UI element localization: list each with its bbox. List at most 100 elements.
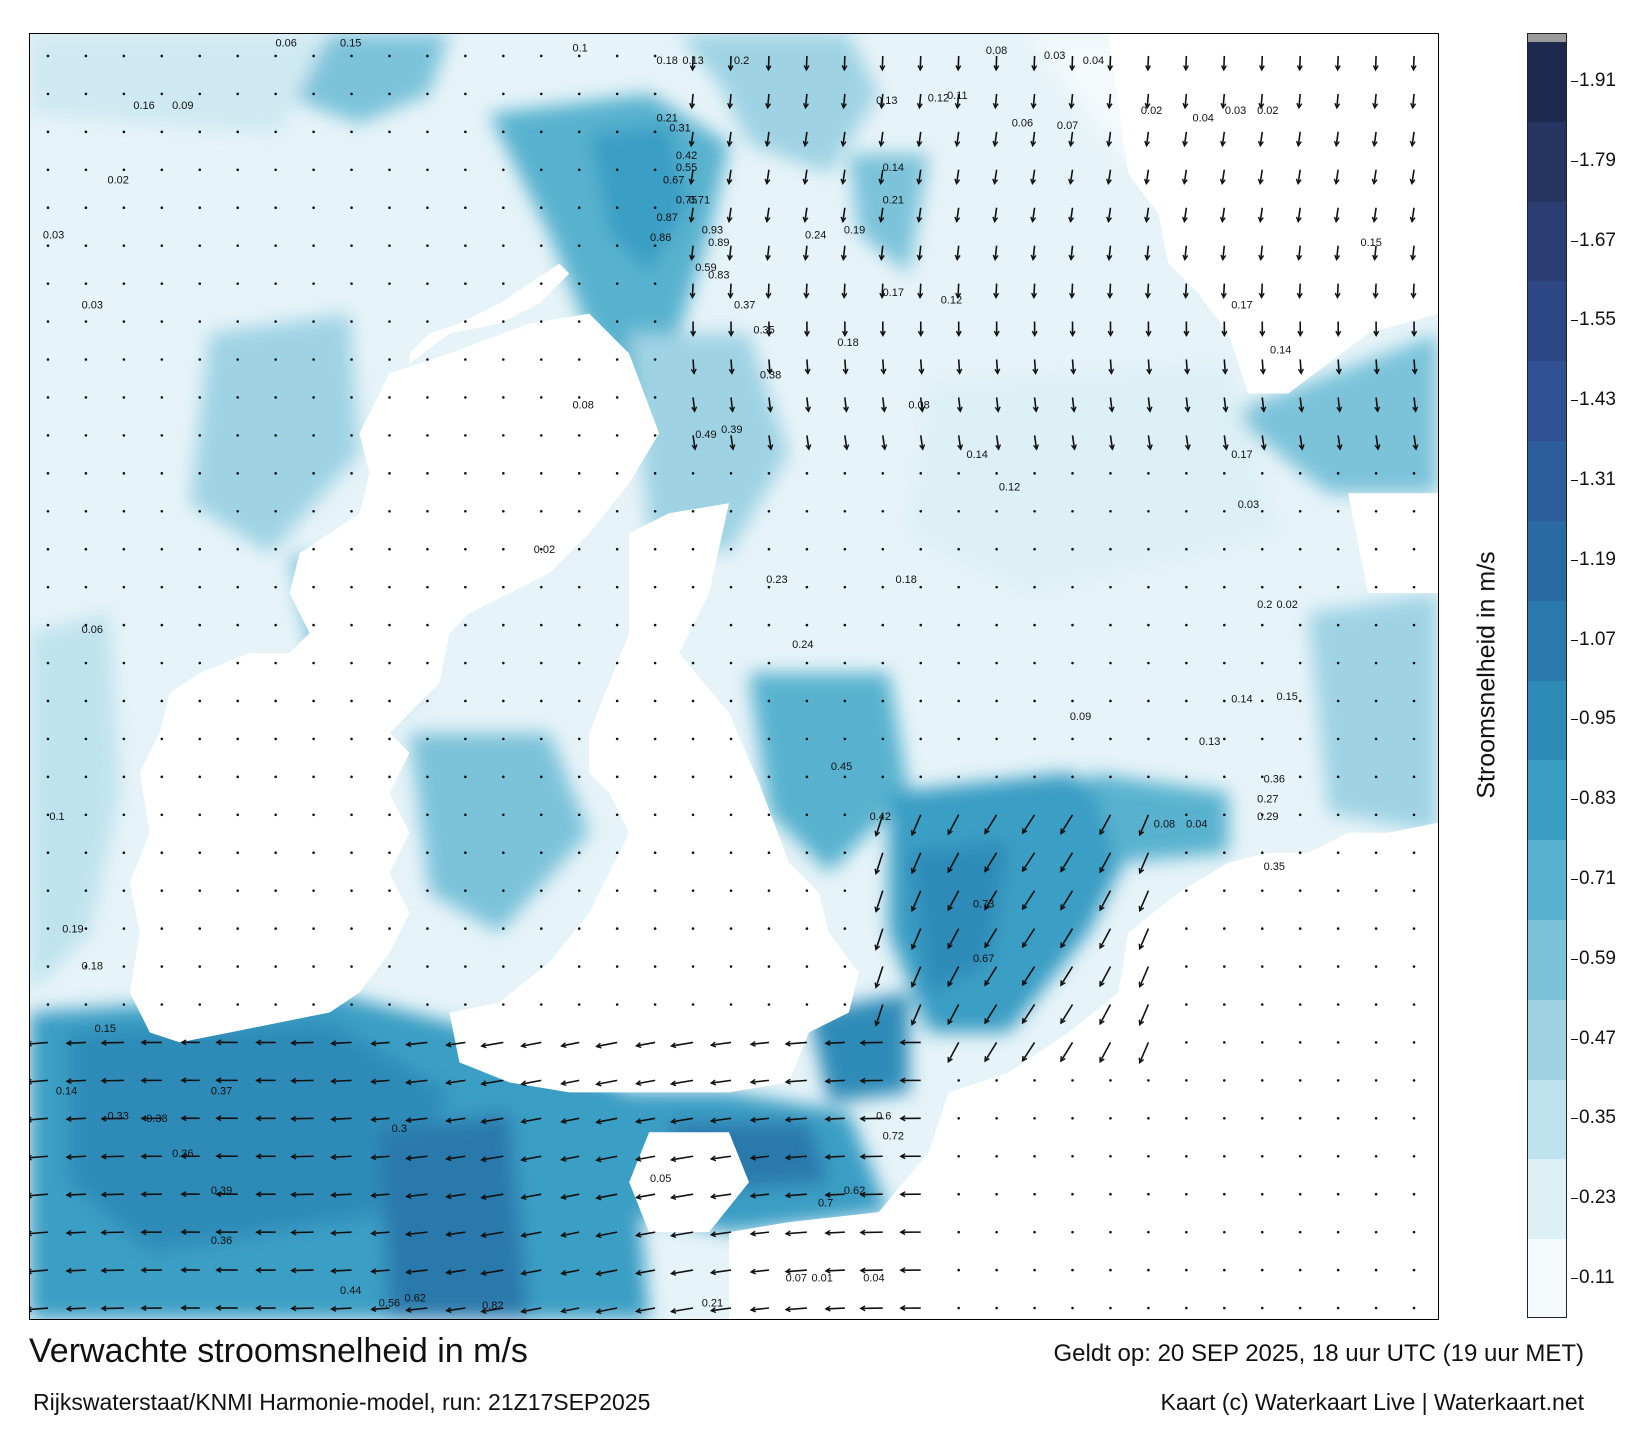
vector-arrowhead [1138,829,1145,837]
vector-arrow [806,435,810,450]
valid-time: Geldt op: 20 SEP 2025, 18 uur UTC (19 uu… [1053,1340,1584,1367]
vector-arrow [446,1307,466,1312]
vector-dot [1033,661,1036,665]
vector-arrowhead [669,1042,677,1049]
vector-dot [1374,472,1378,475]
vector-dot [957,1192,960,1196]
vector-arrowhead [1410,292,1417,300]
speed-value-label: 0.93 [702,225,723,237]
vector-arrowhead [65,1078,72,1085]
vector-arrowhead [1298,406,1305,413]
vector-dot [198,547,202,551]
vector-dot [84,585,88,589]
vector-arrow [875,852,884,874]
vector-dot [1412,851,1416,855]
vector-arrow [1260,93,1264,108]
vector-dot [464,585,467,589]
vector-arrowhead [1182,292,1189,300]
vector-arrowhead [727,102,734,110]
speed-value-label: 0.36 [1264,774,1285,786]
vector-arrow [371,1079,390,1083]
vector-arrowhead [784,1154,791,1161]
vector-dot [1223,1306,1226,1310]
vector-dot [236,396,240,399]
speed-value-label: 0.17 [883,287,904,299]
vector-arrow [406,1155,428,1160]
vector-dot [1147,1230,1150,1234]
vector-dot [160,813,164,817]
speed-value-label: 0.12 [941,294,962,306]
speed-value-label: 0.18 [837,337,858,349]
vector-dot [653,509,657,513]
vector-dot [1033,585,1036,589]
vector-dot [274,737,277,741]
vector-arrowhead [1099,1018,1105,1026]
vector-dot [122,547,126,551]
vector-dot [464,737,467,741]
vector-arrow [481,1193,504,1199]
vector-arrowhead [290,1191,297,1198]
vector-dot [312,244,315,247]
vector-dot [1071,699,1074,703]
vector-arrowhead [1409,140,1416,148]
vector-arrowhead [140,1153,147,1160]
map-panel[interactable]: 0.06 0.15 0.1 0.18 0.13 0.2 0.08 0.03 0.04 0.16 0.… [29,33,1439,1320]
vector-arrow [750,1231,770,1235]
vector-dot [729,661,733,665]
vector-arrow [728,245,732,260]
vector-dot [767,547,771,551]
vector-dot [236,358,240,361]
vector-dot [729,509,733,513]
credit-link[interactable]: Kaart (c) Waterkaart Live | Waterkaart.n… [1160,1389,1584,1415]
vector-arrow [956,245,960,260]
vector-arrowhead [1030,178,1037,186]
vector-arrow [842,131,846,146]
vector-dot [160,927,164,930]
vector-dot [615,775,619,779]
vector-dot [843,509,847,513]
vector-dot [539,358,543,361]
vector-dot [426,889,429,892]
vector-dot [729,775,733,779]
vector-dot [729,1003,733,1006]
vector-arrow [636,1269,656,1275]
vector-dot [919,547,923,551]
vector-dot [274,206,277,210]
vector-arrowhead [899,1229,906,1236]
vector-dot [1298,1079,1302,1082]
vector-arrowhead [330,1305,337,1312]
speed-value-label: 0.82 [482,1300,503,1312]
vector-arrow [1185,359,1189,374]
vector-arrowhead [100,1077,107,1084]
vector-dot [84,396,88,399]
vector-arrowhead [689,254,696,261]
vector-dot [1033,1154,1036,1158]
vector-arrowhead [859,1191,866,1198]
vector-dot [502,472,505,475]
vector-dot [274,585,277,589]
vector-arrow [671,1041,694,1047]
vector-dot [1374,661,1378,665]
vector-arrowhead [947,867,953,874]
vector-arrow [1099,1042,1112,1063]
vector-arrow [1411,245,1415,260]
vector-arrow [1337,359,1340,374]
vector-arrow [947,1004,960,1025]
vector-arrow [1335,207,1339,222]
vector-dot [1298,585,1302,589]
vector-arrowhead [405,1268,412,1275]
vector-arrow [1413,359,1416,374]
vector-dot [274,130,277,134]
vector-arrow [917,207,922,222]
vector-dot [691,472,695,475]
vector-arrowhead [595,1194,602,1201]
vector-dot [577,434,581,437]
vector-arrowhead [1146,406,1153,413]
vector-arrowhead [859,1153,866,1160]
vector-arrowhead [918,406,925,413]
speed-value-label: 0.49 [695,429,716,441]
vector-dot [767,661,771,665]
vector-dot [46,737,50,741]
vector-arrow [947,928,960,949]
vector-arrowhead [405,1306,412,1313]
